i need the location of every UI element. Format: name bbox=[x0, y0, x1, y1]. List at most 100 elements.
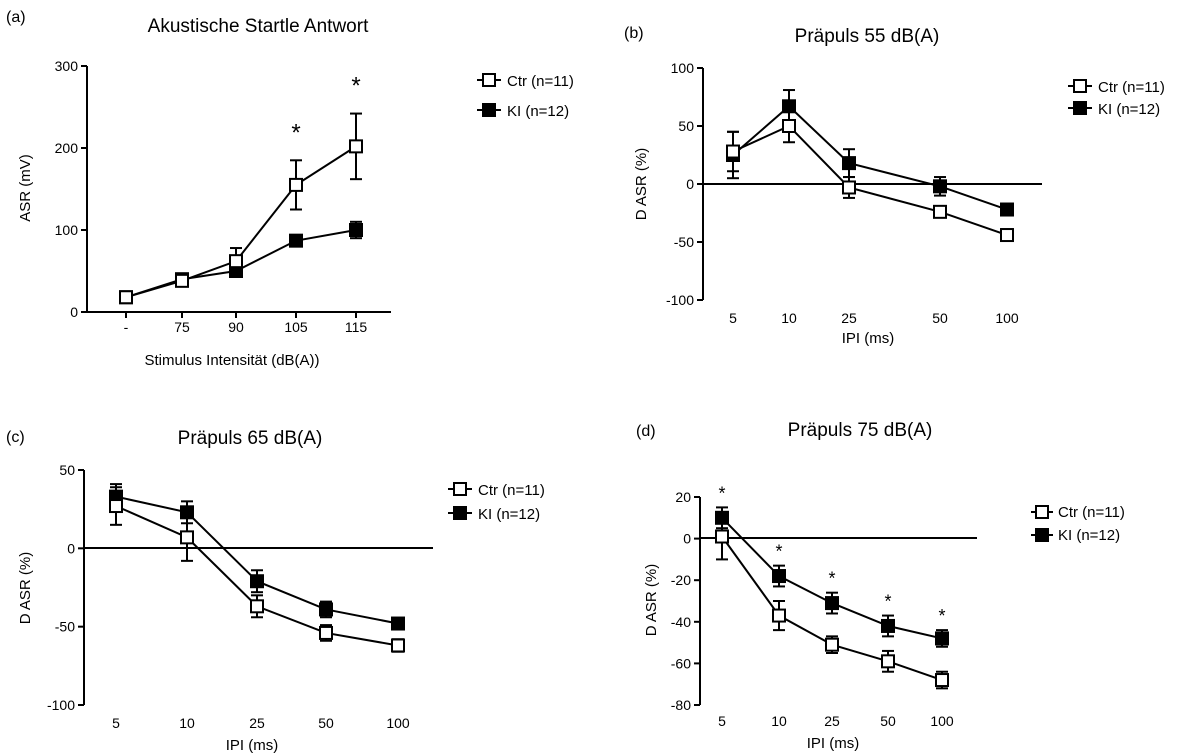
legend-label: Ctr (n=11) bbox=[1098, 79, 1165, 96]
x-tick-label: 5 bbox=[112, 715, 120, 731]
significance-star: * bbox=[291, 119, 300, 146]
data-point bbox=[289, 177, 303, 192]
data-point bbox=[881, 618, 895, 633]
data-point bbox=[349, 223, 363, 237]
open-square-icon bbox=[453, 482, 467, 496]
significance-star: * bbox=[938, 606, 945, 626]
open-square-icon bbox=[482, 73, 496, 87]
y-tick-label: -60 bbox=[671, 655, 691, 671]
x-axis-label: Stimulus Intensität (dB(A)) bbox=[144, 352, 319, 369]
y-tick-label: 0 bbox=[67, 540, 75, 556]
data-point bbox=[119, 290, 133, 305]
data-point bbox=[349, 139, 363, 154]
series-line bbox=[732, 124, 1008, 236]
data-point bbox=[250, 574, 264, 589]
legend-label: KI (n=12) bbox=[478, 506, 540, 523]
x-tick-label: 50 bbox=[932, 310, 948, 326]
chart-a: 0 100 200 300 - 75 90 105 115 * * bbox=[55, 58, 391, 335]
series-ctr bbox=[715, 512, 949, 690]
filled-square-icon bbox=[482, 103, 496, 117]
data-point bbox=[180, 530, 194, 545]
y-tick-label: 50 bbox=[59, 462, 75, 478]
y-tick-label: 200 bbox=[55, 140, 79, 156]
filled-square-icon bbox=[453, 506, 467, 520]
data-point bbox=[1000, 202, 1014, 217]
x-tick-label: 100 bbox=[386, 715, 410, 731]
legend-item-ctr: Ctr (n=11) bbox=[1068, 79, 1165, 96]
y-tick-label: -50 bbox=[55, 619, 75, 635]
filled-square-icon bbox=[1073, 101, 1087, 115]
y-tick-label: 0 bbox=[683, 531, 691, 547]
open-square-icon bbox=[1035, 505, 1049, 519]
data-point bbox=[1000, 228, 1014, 243]
series-ki bbox=[715, 506, 949, 648]
legend: Ctr (n=11) KI (n=12) bbox=[1068, 79, 1165, 118]
significance-star: * bbox=[775, 542, 782, 562]
legend-item-ki: KI (n=12) bbox=[1068, 101, 1160, 118]
x-tick-label: 100 bbox=[995, 310, 1019, 326]
x-tick-label: 25 bbox=[249, 715, 265, 731]
x-axis-label: IPI (ms) bbox=[226, 737, 279, 754]
legend-item-ki: KI (n=12) bbox=[448, 506, 540, 523]
chart-c: -100 -50 0 50 5 10 25 50 100 bbox=[47, 462, 433, 731]
x-tick-label: - bbox=[124, 319, 129, 335]
y-tick-label: -100 bbox=[666, 292, 694, 308]
series-ctr bbox=[726, 108, 1014, 243]
data-point bbox=[175, 273, 189, 288]
panel-label: (b) bbox=[624, 25, 644, 42]
legend-label: KI (n=12) bbox=[1098, 101, 1160, 118]
legend: Ctr (n=11) KI (n=12) bbox=[477, 73, 574, 120]
open-square-icon bbox=[1073, 79, 1087, 93]
data-point bbox=[935, 631, 949, 646]
data-point bbox=[825, 637, 839, 652]
x-tick-label: 10 bbox=[781, 310, 797, 326]
y-axis-label: ASR (mV) bbox=[17, 154, 34, 222]
chart-title: Präpuls 75 dB(A) bbox=[788, 420, 933, 441]
significance-star: * bbox=[351, 73, 360, 100]
chart-title: Akustische Startle Antwort bbox=[148, 16, 369, 37]
significance-star: * bbox=[884, 592, 891, 612]
x-tick-label: 105 bbox=[284, 319, 308, 335]
series-ctr bbox=[119, 112, 363, 305]
data-point bbox=[715, 529, 729, 544]
data-point bbox=[391, 638, 405, 653]
data-point bbox=[772, 608, 786, 623]
data-point bbox=[319, 602, 333, 617]
y-tick-label: -80 bbox=[671, 697, 691, 713]
panel-label: (a) bbox=[6, 9, 26, 26]
series-ki bbox=[726, 89, 1014, 217]
chart-b: -100 -50 0 50 100 5 10 25 50 100 bbox=[666, 60, 1042, 326]
legend: Ctr (n=11) KI (n=12) bbox=[1031, 504, 1125, 544]
chart-d: -80 -60 -40 -20 0 20 5 10 25 50 100 * * * * * bbox=[671, 483, 977, 729]
panel-c: (c) Präpuls 65 dB(A) D ASR (%) IPI (ms) … bbox=[6, 428, 545, 754]
chart-title: Präpuls 55 dB(A) bbox=[795, 26, 940, 47]
x-tick-label: 5 bbox=[729, 310, 737, 326]
data-point bbox=[842, 180, 856, 195]
panel-b: (b) Präpuls 55 dB(A) D ASR (%) IPI (ms) … bbox=[624, 25, 1165, 347]
y-tick-label: -40 bbox=[671, 614, 691, 630]
data-point bbox=[319, 625, 333, 640]
legend-label: Ctr (n=11) bbox=[478, 482, 545, 499]
y-axis-label: D ASR (%) bbox=[643, 564, 660, 637]
data-point bbox=[825, 596, 839, 611]
panel-label: (d) bbox=[636, 423, 656, 440]
y-tick-label: 100 bbox=[55, 222, 79, 238]
data-point bbox=[250, 599, 264, 614]
legend-label: Ctr (n=11) bbox=[507, 73, 574, 90]
data-point bbox=[933, 179, 947, 194]
x-tick-label: 50 bbox=[318, 715, 334, 731]
x-tick-label: 50 bbox=[880, 713, 896, 729]
y-tick-label: 20 bbox=[675, 489, 691, 505]
y-tick-label: -100 bbox=[47, 697, 75, 713]
chart-title: Präpuls 65 dB(A) bbox=[178, 428, 323, 449]
legend-label: KI (n=12) bbox=[1058, 527, 1120, 544]
data-point bbox=[229, 254, 243, 269]
legend-item-ki: KI (n=12) bbox=[477, 103, 569, 120]
legend-item-ctr: Ctr (n=11) bbox=[1031, 504, 1125, 521]
y-tick-label: 50 bbox=[678, 118, 694, 134]
filled-square-icon bbox=[1035, 528, 1049, 542]
x-tick-label: 75 bbox=[174, 319, 190, 335]
x-tick-label: 10 bbox=[179, 715, 195, 731]
